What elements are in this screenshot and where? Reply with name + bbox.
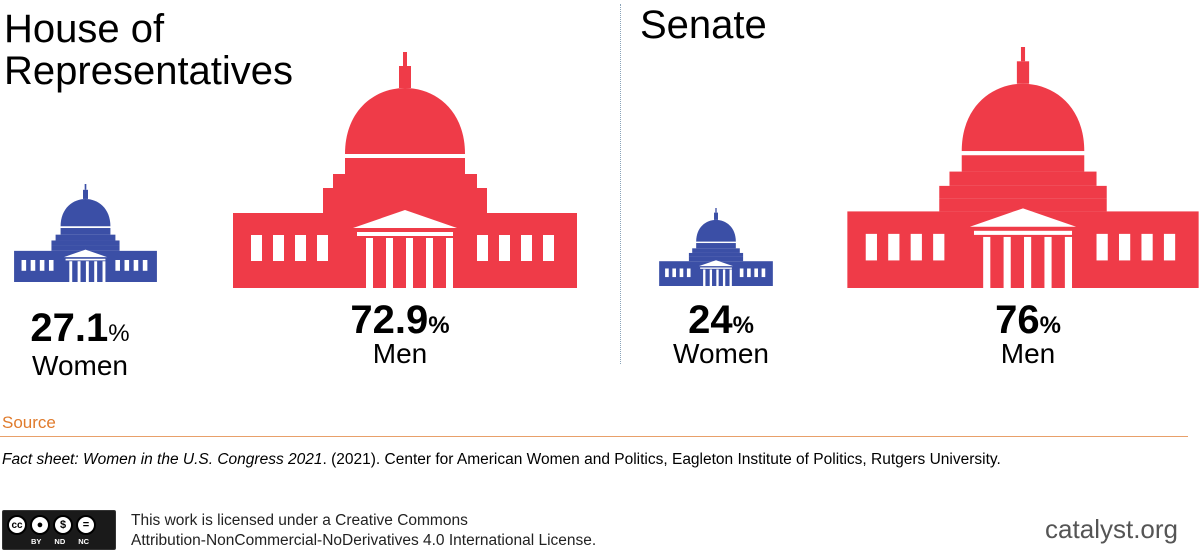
chart-divider [620,4,621,364]
house-women-percent-sign: % [108,320,130,347]
senate-title: Senate [640,3,767,47]
source-details: . (2021). Center for American Women and … [322,451,1001,468]
source-title: Fact sheet: Women in the U.S. Congress 2… [2,451,323,468]
license-text: This work is licensed under a Creative C… [131,511,596,551]
badge-nc: NC [78,537,90,546]
brand-link[interactable]: catalyst.org [1045,514,1178,544]
senate-men-number: 76 [995,298,1040,342]
license-line-1: This work is licensed under a Creative C… [131,512,468,529]
cc-icon: cc [7,515,27,535]
senate-men-label: Men [1000,338,1056,369]
badge-by: BY [31,537,42,546]
senate-women-value: 24% [661,300,781,340]
house-women-capitol-icon [14,184,157,282]
senate-women-capitol-icon [659,208,773,286]
house-women-number: 27.1 [30,306,109,350]
badge-nd: ND [54,537,66,546]
by-icon: ● [30,515,50,535]
license-line-2[interactable]: Attribution-NonCommercial-NoDerivatives … [131,532,597,549]
senate-men-percent-sign: % [1039,312,1061,339]
house-women-label: Women [32,350,128,381]
house-men-percent-sign: % [428,312,450,339]
source-citation: Fact sheet: Women in the U.S. Congress 2… [2,451,1001,469]
house-men-capitol-icon [233,52,577,288]
creative-commons-badge-icon[interactable]: cc ● $ = BY ND NC [2,510,116,550]
source-heading: Source [2,413,56,432]
house-women-value: 27.1% [20,308,140,348]
senate-women-percent-sign: % [732,312,754,339]
senate-women-label: Women [673,338,769,369]
house-men-label: Men [372,338,428,369]
source-divider [0,436,1188,437]
house-men-value: 72.9% [325,300,475,340]
house-title: House of Representatives [4,7,294,93]
senate-men-value: 76% [968,300,1088,340]
nc-icon: $ [53,515,73,535]
nd-icon: = [76,515,96,535]
senate-men-capitol-icon [847,47,1199,288]
senate-women-number: 24 [688,298,733,342]
house-men-number: 72.9 [350,298,429,342]
